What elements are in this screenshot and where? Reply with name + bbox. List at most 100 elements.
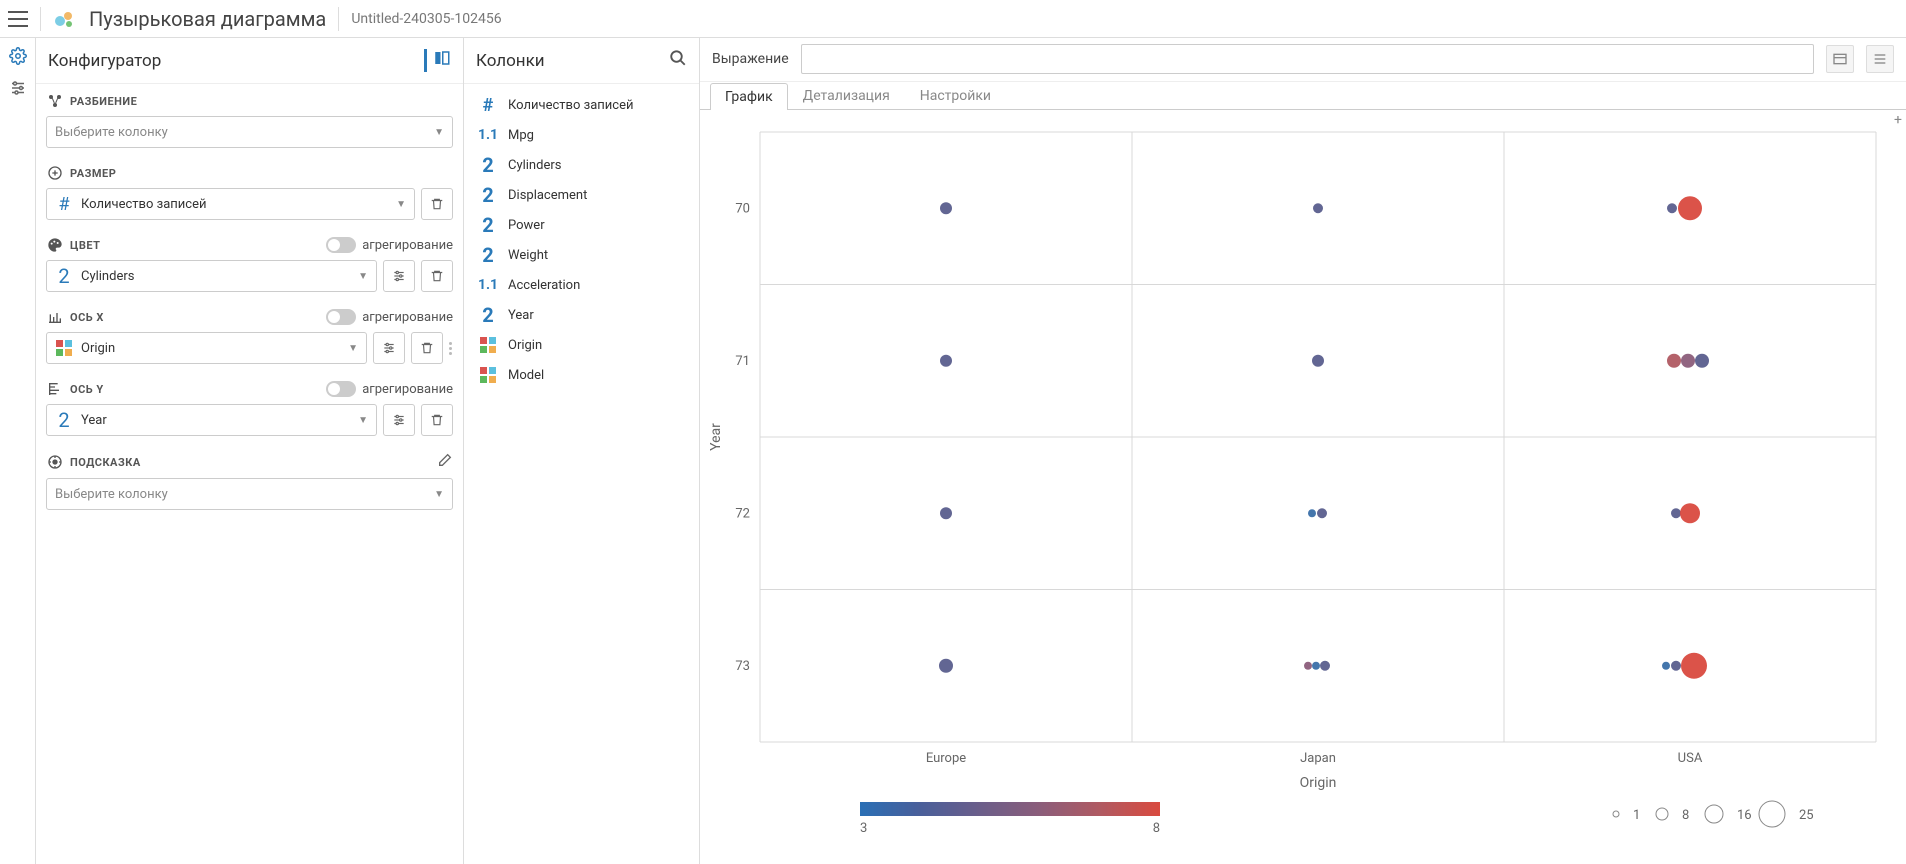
chevron-down-icon: ▼ (434, 127, 444, 138)
settings-gear-icon[interactable] (8, 46, 28, 66)
bubble-chart: 70717273EuropeJapanUSAOriginYear38181625 (700, 110, 1906, 864)
section-title: ОСЬ X (70, 311, 104, 324)
expression-input[interactable] (801, 44, 1814, 74)
column-name: Количество записей (508, 98, 634, 113)
add-icon[interactable]: + (1894, 112, 1902, 128)
tab-график[interactable]: График (710, 83, 788, 110)
tab-детализация[interactable]: Детализация (788, 82, 905, 109)
toggle-label: агрегирование (362, 310, 453, 325)
drag-handle-icon[interactable] (449, 332, 453, 364)
toolbar-btn-2[interactable] (1866, 45, 1894, 73)
column-item[interactable]: 2 Displacement (464, 180, 699, 210)
section-title: ЦВЕТ (70, 239, 100, 252)
chart-panel: Выражение ГрафикДетализацияНастройки + 7… (700, 38, 1906, 864)
chart-area: + 70717273EuropeJapanUSAOriginYear381816… (700, 110, 1906, 864)
column-item[interactable]: Model (464, 360, 699, 390)
settings-button[interactable] (373, 332, 405, 364)
column-item[interactable]: #Количество записей (464, 90, 699, 120)
column-item[interactable]: 1.1Acceleration (464, 270, 699, 300)
delete-button[interactable] (421, 188, 453, 220)
axis-x-aggregate-toggle[interactable] (326, 309, 356, 325)
toolbar-btn-1[interactable] (1826, 45, 1854, 73)
svg-text:1: 1 (1633, 808, 1640, 823)
column-item[interactable]: Origin (464, 330, 699, 360)
section-title: РАЗМЕР (70, 167, 116, 180)
expression-label: Выражение (712, 51, 789, 67)
split-selector[interactable]: Выберите колонку ▼ (46, 116, 453, 148)
int-icon: 2 (478, 305, 498, 325)
size-icon (46, 164, 64, 182)
palette-icon (46, 236, 64, 254)
svg-text:73: 73 (735, 659, 750, 674)
column-name: Acceleration (508, 278, 580, 293)
tooltip-selector[interactable]: Выберите колонку ▼ (46, 478, 453, 510)
column-name: Origin (508, 338, 542, 353)
svg-text:70: 70 (735, 201, 750, 216)
document-title[interactable]: Untitled-240305-102456 (351, 11, 501, 27)
axis-y-value: Year (81, 413, 350, 428)
hash-icon: # (55, 195, 73, 213)
split-placeholder: Выберите колонку (55, 125, 426, 140)
columns-header: Колонки (464, 38, 699, 84)
column-item[interactable]: 2 Year (464, 300, 699, 330)
column-name: Displacement (508, 188, 587, 203)
color-selector[interactable]: 2 Cylinders ▼ (46, 260, 377, 292)
configurator-header: Конфигуратор (36, 38, 463, 84)
column-item[interactable]: 1.1 Mpg (464, 120, 699, 150)
column-name: Power (508, 218, 545, 233)
axis-y-icon (46, 380, 64, 398)
app-header: Пузырьковая диаграмма Untitled-240305-10… (0, 0, 1906, 38)
divider (338, 7, 339, 31)
sliders-icon[interactable] (8, 78, 28, 98)
section-title: ПОДСКАЗКА (70, 456, 141, 469)
svg-text:Year: Year (708, 423, 724, 451)
column-name: Year (508, 308, 534, 323)
column-name: Weight (508, 248, 548, 263)
settings-button[interactable] (383, 404, 415, 436)
delete-button[interactable] (421, 404, 453, 436)
column-name: Mpg (508, 128, 534, 143)
chevron-down-icon: ▼ (358, 415, 368, 426)
axis-x-selector[interactable]: Origin ▼ (46, 332, 367, 364)
section-title: РАЗБИЕНИЕ (70, 95, 137, 108)
tab-настройки[interactable]: Настройки (905, 82, 1006, 109)
category-icon (478, 335, 498, 355)
panel-toggle-icon[interactable] (424, 49, 451, 72)
columns-title: Колонки (476, 51, 545, 71)
column-item[interactable]: 2Power (464, 210, 699, 240)
color-aggregate-toggle[interactable] (326, 237, 356, 253)
int-icon: 2 (55, 267, 73, 285)
size-value: Количество записей (81, 197, 388, 212)
tooltip-placeholder: Выберите колонку (55, 487, 426, 502)
edit-icon[interactable] (437, 452, 453, 472)
svg-text:25: 25 (1799, 808, 1814, 823)
section-split: РАЗБИЕНИЕ Выберите колонку ▼ (46, 92, 453, 148)
section-title: ОСЬ Y (70, 383, 104, 396)
toggle-label: агрегирование (362, 238, 453, 253)
column-item[interactable]: 2 Cylinders (464, 150, 699, 180)
column-item[interactable]: 2Weight (464, 240, 699, 270)
delete-button[interactable] (411, 332, 443, 364)
axis-x-icon (46, 308, 64, 326)
int-icon: 2 (478, 155, 498, 175)
float-icon: 1.1 (478, 125, 498, 145)
delete-button[interactable] (421, 260, 453, 292)
size-selector[interactable]: # Количество записей ▼ (46, 188, 415, 220)
svg-text:3: 3 (860, 821, 867, 836)
axis-y-selector[interactable]: 2 Year ▼ (46, 404, 377, 436)
search-icon[interactable] (669, 49, 687, 72)
axis-y-aggregate-toggle[interactable] (326, 381, 356, 397)
left-rail (0, 38, 36, 864)
chevron-down-icon: ▼ (348, 343, 358, 354)
int-icon: 2 (478, 185, 498, 205)
menu-icon[interactable] (8, 11, 28, 27)
section-tooltip: ПОДСКАЗКА Выберите колонку ▼ (46, 452, 453, 510)
column-name: Cylinders (508, 158, 561, 173)
category-icon (55, 339, 73, 357)
section-axis-x: ОСЬ X агрегирование Origin ▼ (46, 308, 453, 364)
svg-text:8: 8 (1153, 821, 1160, 836)
chevron-down-icon: ▼ (358, 271, 368, 282)
svg-text:72: 72 (735, 506, 750, 521)
settings-button[interactable] (383, 260, 415, 292)
category-icon (478, 365, 498, 385)
